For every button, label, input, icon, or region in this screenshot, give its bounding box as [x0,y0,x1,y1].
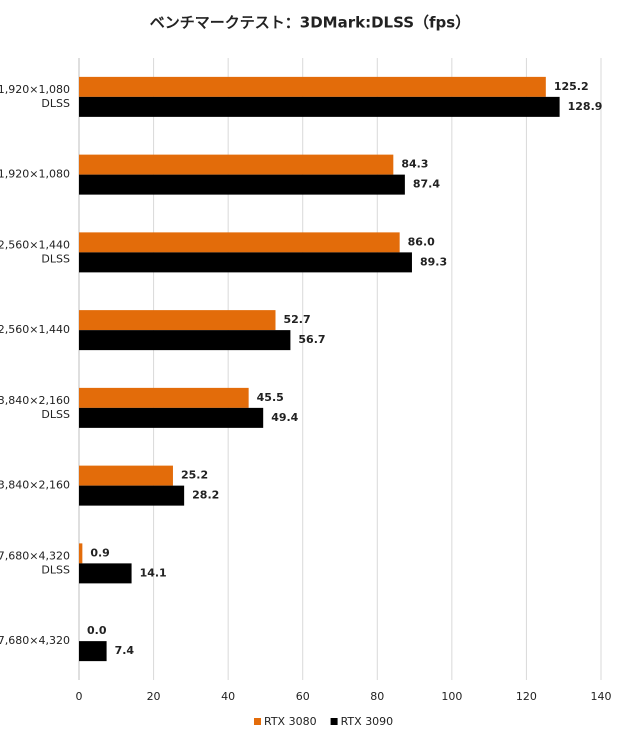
legend-label: RTX 3090 [341,715,394,728]
value-label: 49.4 [271,411,298,424]
y-tick-label-line: 7,680×4,320 [0,634,70,647]
y-tick-label-line: 7,680×4,320 [0,549,70,562]
y-tick-label-line: DLSS [41,252,70,265]
y-tick-label-line: 3,840×2,160 [0,394,70,407]
bar [79,252,412,273]
bar [79,563,132,584]
y-tick-label: 7,680×4,320 DLSS [0,549,70,576]
value-label: 84.3 [401,158,428,171]
x-tick-label: 120 [516,690,537,703]
bar [79,76,546,97]
value-label: 56.7 [298,333,325,346]
y-tick-label-line: 2,560×1,440 [0,238,70,251]
y-tick-label: 1,920×1,080 [0,168,70,181]
bar [79,232,400,253]
value-label: 7.4 [115,644,135,657]
x-tick-label: 140 [591,690,612,703]
y-tick-label-line: DLSS [41,408,70,421]
y-tick-label: 3,840×2,160 [0,479,70,492]
value-label: 128.9 [568,100,603,113]
x-tick-label: 0 [76,690,83,703]
value-label: 0.0 [87,624,107,637]
x-tick-label: 80 [370,690,384,703]
value-label: 52.7 [283,313,310,326]
value-label: 14.1 [140,566,167,579]
bar [79,543,83,564]
y-tick-label-line: 2,560×1,440 [0,323,70,336]
value-label: 28.2 [192,489,219,502]
bar [79,641,107,662]
chart-title: ベンチマークテスト：3DMark:DLSS（fps） [150,14,470,32]
x-tick-label: 40 [221,690,235,703]
legend-swatch [330,718,338,725]
bar [79,465,173,486]
bar [79,330,291,351]
y-tick-label: 2,560×1,440 [0,323,70,336]
y-tick-label: 7,680×4,320 [0,634,70,647]
value-label: 87.4 [413,178,440,191]
bar [79,96,560,117]
value-label: 45.5 [257,391,284,404]
y-tick-label-line: 3,840×2,160 [0,479,70,492]
value-label: 89.3 [420,255,447,268]
y-tick-label-line: DLSS [41,563,70,576]
value-label: 125.2 [554,80,589,93]
bar [79,387,249,408]
bar [79,174,405,195]
value-label: 86.0 [408,235,435,248]
y-tick-label: 1,920×1,080 DLSS [0,83,70,110]
value-label: 25.2 [181,469,208,482]
y-tick-label: 3,840×2,160 DLSS [0,394,70,421]
y-tick-label-line: DLSS [41,97,70,110]
x-tick-label: 20 [147,690,161,703]
value-label: 0.9 [90,546,110,559]
y-tick-label: 2,560×1,440 DLSS [0,238,70,265]
bar [79,485,185,506]
x-tick-label: 100 [441,690,462,703]
bar [79,310,276,331]
bar [79,407,264,428]
y-tick-label-line: 1,920×1,080 [0,168,70,181]
bar [79,154,394,175]
x-tick-label: 60 [296,690,310,703]
y-tick-label-line: 1,920×1,080 [0,83,70,96]
legend-label: RTX 3080 [264,715,317,728]
legend-swatch [254,718,261,725]
